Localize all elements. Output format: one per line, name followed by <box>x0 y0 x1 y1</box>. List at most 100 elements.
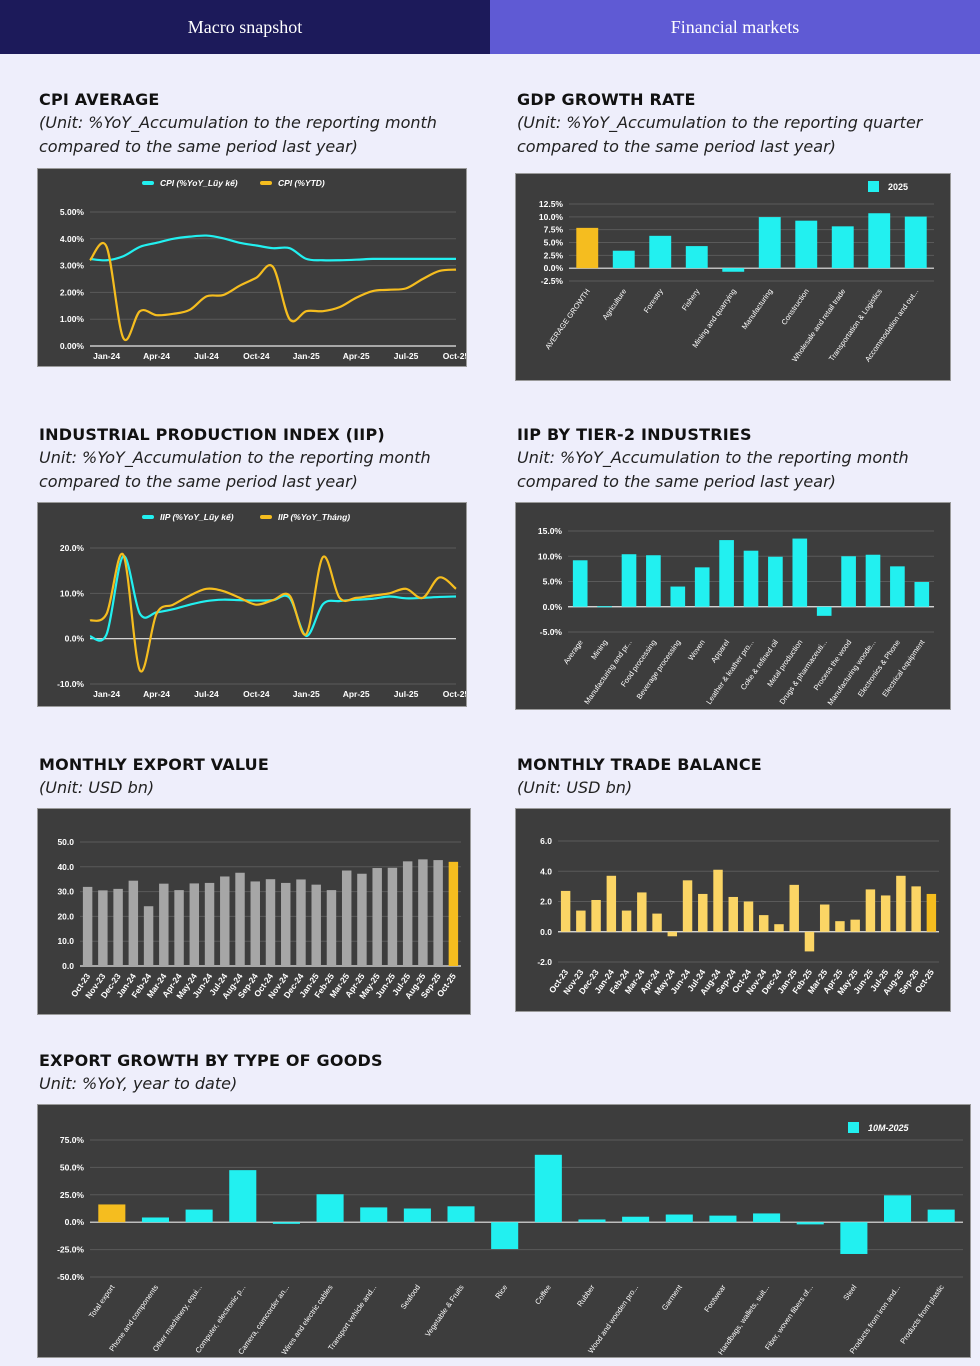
trade-title: MONTHLY TRADE BALANCE <box>517 755 762 774</box>
trade-bar <box>713 869 723 932</box>
iip2-bar <box>914 582 930 607</box>
iip-ytick: 0.0% <box>65 634 85 644</box>
iip-series-line <box>89 555 457 642</box>
goods-legend-label: 10M-2025 <box>868 1123 910 1133</box>
iip-chart-svg: 20.0% 10.0% 0.0% -10.0% Jan-24 Apr-24 Jul-24 Oc… <box>57 512 466 699</box>
trade-ytick: 4.0 <box>540 866 552 876</box>
iip-legend-label: IIP (%YoY_Lũy kế) <box>160 512 234 522</box>
goods-bar <box>665 1214 693 1223</box>
gdp-ytick: 7.5% <box>544 225 564 235</box>
goods-xtick: Total export <box>87 1282 117 1320</box>
export-bar <box>250 881 260 966</box>
iip2-ytick: 15.0% <box>538 526 563 536</box>
trade-bar <box>606 875 617 932</box>
trade-ytick: 0.0 <box>540 927 552 937</box>
goods-ytick: 0.0% <box>65 1217 85 1227</box>
export-ytick: 30.0 <box>57 887 74 897</box>
cpi-header: CPI AVERAGE (Unit: %YoY_Accumulation to … <box>39 90 479 159</box>
gdp-bar <box>795 220 818 269</box>
trade-bar <box>865 889 876 932</box>
trade-bar <box>667 931 678 937</box>
iip2-bar <box>865 554 881 607</box>
trade-ytick: 2.0 <box>540 897 552 907</box>
export-bar <box>387 867 398 966</box>
iip2-title: IIP BY TIER-2 INDUSTRIES <box>517 425 752 444</box>
tab-macro-snapshot[interactable]: Macro snapshot <box>0 0 490 54</box>
export-bar <box>204 882 215 966</box>
iip2-xtick: Woven <box>686 638 707 662</box>
iip-chart: 20.0% 10.0% 0.0% -10.0% Jan-24 Apr-24 Jul-24 Oc… <box>37 502 467 707</box>
iip2-xtick: Average <box>562 638 585 666</box>
iip2-ytick: -5.0% <box>540 627 563 637</box>
trade-bar <box>789 884 799 932</box>
iip-xtick: Apr-24 <box>143 689 170 699</box>
goods-xtick: Vegetable & Fruits <box>423 1283 466 1339</box>
cpi-series-line <box>89 234 456 262</box>
export-bar <box>189 883 200 966</box>
iip-ytick: -10.0% <box>57 679 84 689</box>
export-chart-svg: 50.040.030.020.010.00.0Oct-23Nov-23Dec-2… <box>57 837 461 1001</box>
goods-bar <box>447 1206 475 1223</box>
iip2-xtick: Mining <box>589 638 609 661</box>
tab-financial-markets[interactable]: Financial markets <box>490 0 980 54</box>
gdp-legend-label: 2025 <box>888 182 908 192</box>
export-bar <box>448 861 459 966</box>
goods-xtick: Seafood <box>399 1283 422 1311</box>
cpi-ytick: 1.00% <box>60 314 85 324</box>
trade-chart-svg: 6.04.02.00.0-2.0Oct-23Nov-23Dec-23Jan-24… <box>537 836 939 997</box>
goods-bar <box>883 1195 912 1223</box>
cpi-ytick: 4.00% <box>60 234 85 244</box>
gdp-ytick: 12.5% <box>539 199 564 209</box>
gdp-bar <box>649 235 672 269</box>
trade-chart: 6.0 4.0 2.0 0.0 -2.0 Oct-23 Nov-23 Dec-23 Jan-24… <box>515 808 951 1012</box>
cpi-xtick: Jul-25 <box>394 351 419 361</box>
trade-bar <box>774 924 784 932</box>
cpi-xtick: Jul-24 <box>194 351 219 361</box>
gdp-ytick: -2.5% <box>541 276 564 286</box>
trade-bar <box>728 896 738 932</box>
goods-xtick: Rubber <box>575 1283 597 1309</box>
goods-bar <box>229 1170 257 1223</box>
iip-xtick: Jan-25 <box>293 689 320 699</box>
iip2-bar <box>646 555 661 607</box>
gdp-xtick: Forestry <box>642 287 665 315</box>
export-bar <box>98 890 108 966</box>
goods-xtick: Products from iron and... <box>848 1283 902 1355</box>
trade-header: MONTHLY TRADE BALANCE (Unit: USD bn) <box>517 755 967 800</box>
goods-xtick: Garment <box>660 1282 685 1312</box>
cpi-xtick: Oct-24 <box>243 351 270 361</box>
export-title: MONTHLY EXPORT VALUE <box>39 755 269 774</box>
goods-xtick: Coffee <box>533 1283 553 1306</box>
gdp-ytick: 0.0% <box>544 263 564 273</box>
trade-bar <box>804 931 815 952</box>
trade-bar <box>591 899 601 932</box>
trade-bar <box>560 890 571 932</box>
goods-xtick: Footwear <box>702 1283 728 1314</box>
gdp-bar <box>758 217 781 269</box>
trade-bar <box>682 880 693 932</box>
cpi-legend-label: CPI (%YoY_Lũy kế) <box>160 178 238 188</box>
iip-unit: Unit: %YoY_Accumulation to the reporting… <box>39 448 431 491</box>
iip2-bar <box>597 606 612 608</box>
iip2-bar <box>768 556 783 607</box>
export-bar <box>113 888 123 966</box>
iip2-header: IIP BY TIER-2 INDUSTRIES Unit: %YoY_Accu… <box>517 425 967 494</box>
export-bar <box>265 879 276 966</box>
gdp-bar <box>831 226 854 269</box>
goods-unit: Unit: %YoY, year to date) <box>39 1074 238 1093</box>
gdp-title: GDP GROWTH RATE <box>517 90 696 109</box>
cpi-xtick: Oct-25 <box>443 351 466 361</box>
iip-title: INDUSTRIAL PRODUCTION INDEX (IIP) <box>39 425 385 444</box>
cpi-xtick: Apr-25 <box>343 351 370 361</box>
goods-bar <box>709 1215 737 1223</box>
gdp-bar <box>576 227 599 269</box>
iip-xtick: Jul-25 <box>394 689 419 699</box>
iip2-chart-svg: 15.0%10.0%5.0%0.0%-5.0%Average MiningManu… <box>538 526 934 707</box>
goods-ytick: -25.0% <box>57 1245 84 1255</box>
gdp-ytick: 10.0% <box>539 212 564 222</box>
gdp-xtick: Fishery <box>680 287 702 313</box>
gdp-header: GDP GROWTH RATE (Unit: %YoY_Accumulation… <box>517 90 967 159</box>
gdp-bar <box>685 246 708 269</box>
iip-series-line <box>89 552 457 673</box>
iip2-ytick: 0.0% <box>543 602 563 612</box>
